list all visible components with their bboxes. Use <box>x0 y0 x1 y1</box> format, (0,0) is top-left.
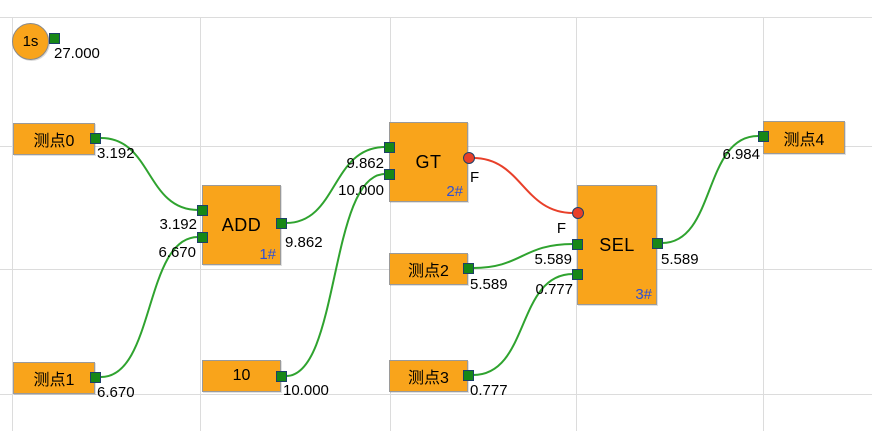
sel-input2-value: 5.589 <box>534 251 572 268</box>
node-t4-label: 测点4 <box>783 131 825 149</box>
gt-output-port[interactable] <box>463 152 475 164</box>
grid-hline <box>0 17 872 18</box>
node-sel-label: SEL <box>599 234 635 255</box>
node-t1-label: 测点1 <box>33 372 75 389</box>
node-t0-label: 测点0 <box>33 133 75 150</box>
timer-node[interactable]: 1s <box>12 23 49 60</box>
wire-t2-sel[interactable] <box>472 243 574 269</box>
node-ten-label: 10 <box>232 367 251 384</box>
grid-vline <box>576 17 577 431</box>
t3-output-value: 0.777 <box>470 382 508 399</box>
sel-input1-port[interactable] <box>572 207 584 219</box>
t1-output-port[interactable] <box>90 372 101 383</box>
wire-ten-gt[interactable] <box>285 173 386 377</box>
timer-value: 27.000 <box>54 45 100 62</box>
node-gt[interactable]: GT 2# <box>389 122 468 202</box>
node-t2[interactable]: 测点2 <box>389 253 468 285</box>
gt-output-value: F <box>470 169 480 186</box>
wire-t1-add[interactable] <box>100 236 199 378</box>
t0-output-value: 3.192 <box>97 145 135 162</box>
timer-label: 1s <box>22 33 39 50</box>
t4-input-port[interactable] <box>758 131 769 142</box>
t2-output-value: 5.589 <box>470 276 508 293</box>
wire-t0-add[interactable] <box>100 137 199 211</box>
add-input1-value: 3.192 <box>159 216 197 233</box>
node-gt-label: GT <box>415 151 442 172</box>
node-add[interactable]: ADD 1# <box>202 185 281 265</box>
node-gt-id: 2# <box>446 183 463 200</box>
sel-input2-port[interactable] <box>572 239 583 250</box>
grid-vline <box>200 17 201 431</box>
node-t3-label: 测点3 <box>408 370 449 387</box>
node-t3[interactable]: 测点3 <box>389 360 468 392</box>
sel-input3-value: 0.777 <box>535 281 573 298</box>
t0-output-port[interactable] <box>90 133 101 144</box>
grid-vline <box>763 17 764 431</box>
node-t2-label: 测点2 <box>408 263 449 280</box>
ten-output-value: 10.000 <box>283 382 329 399</box>
wire-add-gt[interactable] <box>285 146 386 224</box>
wire-gt-sel[interactable] <box>472 157 574 214</box>
wire-sel-t4[interactable] <box>661 135 759 244</box>
t4-input-value: 6.984 <box>722 146 760 163</box>
grid-hline <box>0 394 872 395</box>
add-output-port[interactable] <box>276 218 287 229</box>
sel-input1-value: F <box>556 220 566 237</box>
t3-output-port[interactable] <box>463 370 474 381</box>
grid-vline <box>390 17 391 431</box>
t1-output-value: 6.670 <box>97 384 135 401</box>
node-add-label: ADD <box>221 214 262 235</box>
sel-output-port[interactable] <box>652 238 663 249</box>
timer-output-port[interactable] <box>49 33 60 44</box>
gt-input1-value: 9.862 <box>346 155 384 172</box>
sel-output-value: 5.589 <box>661 251 699 268</box>
gt-input1-port[interactable] <box>384 142 395 153</box>
node-sel[interactable]: SEL 3# <box>577 185 657 305</box>
node-t1[interactable]: 测点1 <box>13 362 95 394</box>
node-add-id: 1# <box>259 246 276 263</box>
add-input2-port[interactable] <box>197 232 208 243</box>
add-input2-value: 6.670 <box>158 244 196 261</box>
node-ten[interactable]: 10 <box>202 360 281 392</box>
node-t0[interactable]: 测点0 <box>13 123 95 155</box>
wire-t3-sel[interactable] <box>472 273 574 376</box>
t2-output-port[interactable] <box>463 263 474 274</box>
node-t4[interactable]: 测点4 <box>763 121 845 154</box>
grid-vline <box>12 17 13 431</box>
node-sel-id: 3# <box>635 286 652 303</box>
add-input1-port[interactable] <box>197 205 208 216</box>
sel-input3-port[interactable] <box>572 269 583 280</box>
add-output-value: 9.862 <box>285 234 323 251</box>
gt-input2-value: 10.000 <box>338 182 384 199</box>
gt-input2-port[interactable] <box>384 169 395 180</box>
ten-output-port[interactable] <box>276 371 287 382</box>
